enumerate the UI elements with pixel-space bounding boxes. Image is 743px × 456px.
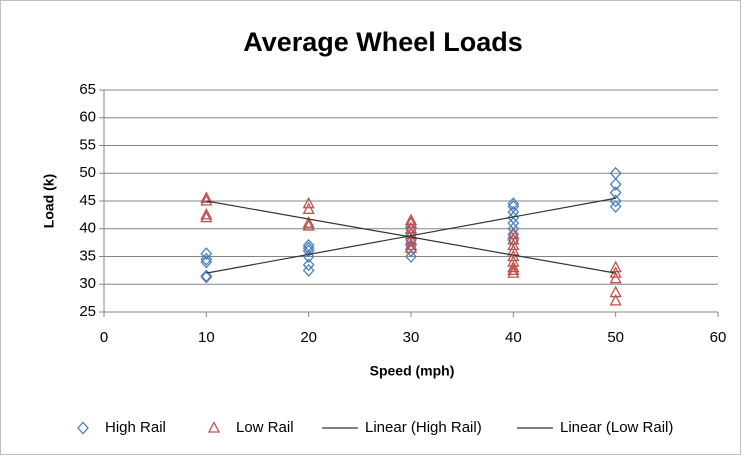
diamond-marker xyxy=(507,197,520,211)
diamond-marker xyxy=(200,269,213,283)
x-tick-label: 10 xyxy=(198,329,215,346)
triangle-marker xyxy=(609,260,622,273)
triangle-marker xyxy=(609,294,622,306)
triangle-marker xyxy=(507,266,520,278)
diamond-marker xyxy=(302,258,315,272)
x-axis-title: Speed (mph) xyxy=(370,363,455,379)
triangle-marker xyxy=(302,216,315,228)
y-tick-label: 40 xyxy=(79,220,96,237)
x-tick-label: 0 xyxy=(100,329,108,346)
triangle-marker xyxy=(302,196,315,209)
triangle-marker xyxy=(507,238,520,251)
diamond-marker xyxy=(200,270,213,284)
triangle-marker xyxy=(507,263,520,276)
triangle-marker xyxy=(507,227,520,239)
diamond-marker xyxy=(609,200,622,214)
diamond-marker xyxy=(302,244,315,258)
diamond-marker xyxy=(77,421,89,435)
triangle-marker xyxy=(200,210,213,223)
legend-label: High Rail xyxy=(105,419,166,436)
triangle-marker xyxy=(200,191,213,203)
y-tick-label: 60 xyxy=(79,109,96,126)
triangle-marker xyxy=(207,421,221,433)
triangle-marker xyxy=(507,232,520,245)
triangle-marker xyxy=(302,202,315,214)
triangle-marker xyxy=(200,194,213,206)
y-axis-title: Load (k) xyxy=(41,174,57,228)
triangle-marker xyxy=(404,221,418,234)
x-tick-label: 20 xyxy=(300,329,317,346)
diamond-marker xyxy=(302,263,315,277)
diamond-marker xyxy=(609,186,622,200)
y-tick-label: 45 xyxy=(79,192,96,209)
x-tick-label: 50 xyxy=(607,329,624,346)
diamond-marker xyxy=(302,241,315,255)
y-tick-label: 25 xyxy=(79,303,96,320)
x-tick-label: 40 xyxy=(505,329,522,346)
x-tick-label: 60 xyxy=(710,329,727,346)
diamond-marker xyxy=(200,255,213,269)
y-tick-label: 55 xyxy=(79,136,96,153)
triangle-marker xyxy=(302,219,315,231)
legend-label: Linear (Low Rail) xyxy=(560,419,673,436)
trend-line xyxy=(206,197,616,274)
legend-label: Low Rail xyxy=(236,419,294,436)
triangle-marker xyxy=(200,207,213,220)
trend-line xyxy=(206,200,616,274)
chart-title: Average Wheel Loads xyxy=(243,27,523,57)
diamond-marker xyxy=(200,252,213,266)
triangle-marker xyxy=(404,241,418,253)
diamond-marker xyxy=(200,247,213,261)
y-tick-label: 30 xyxy=(79,275,96,292)
triangle-marker xyxy=(404,216,418,228)
triangle-marker xyxy=(507,260,520,273)
triangle-marker xyxy=(404,227,418,239)
y-tick-label: 50 xyxy=(79,164,96,181)
diamond-marker xyxy=(609,177,622,191)
y-tick-label: 35 xyxy=(79,247,96,264)
legend-label: Linear (High Rail) xyxy=(365,419,482,436)
diamond-marker xyxy=(405,250,417,263)
y-tick-label: 65 xyxy=(79,81,96,98)
x-tick-label: 30 xyxy=(403,329,420,346)
triangle-marker xyxy=(404,238,418,251)
triangle-marker xyxy=(609,271,622,284)
